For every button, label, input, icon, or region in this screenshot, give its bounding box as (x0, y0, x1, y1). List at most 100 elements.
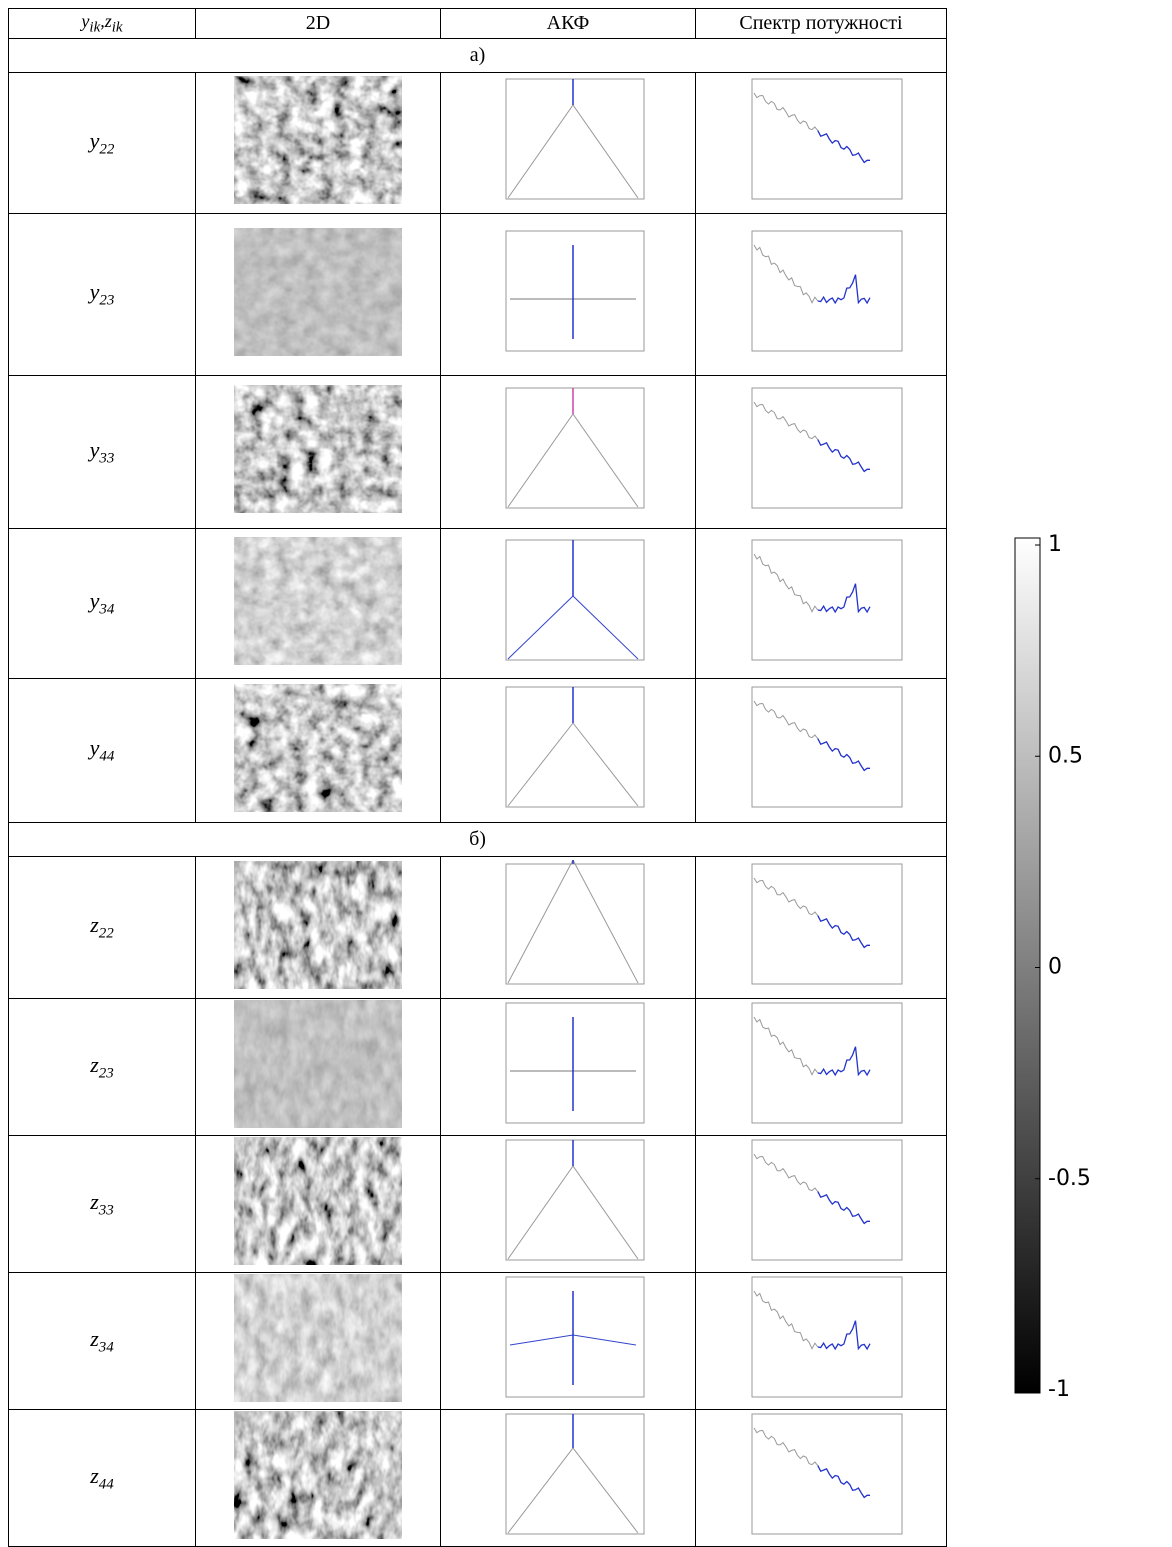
acf-plot (505, 1413, 645, 1535)
row-label: y33 (8, 375, 196, 529)
image-cell (195, 678, 441, 823)
symbol: y (89, 436, 100, 462)
colorbar-tick-label: 1 (1048, 532, 1062, 557)
data-row: y33 (8, 375, 947, 529)
data-row: z44 (8, 1409, 947, 1547)
data-row: z23 (8, 998, 947, 1136)
subscript: 22 (99, 141, 115, 158)
texture (234, 1000, 402, 1128)
section-row: б) (8, 822, 947, 857)
image-cell (195, 213, 441, 376)
spectrum-line (817, 737, 870, 771)
spectrum-line (753, 1153, 819, 1192)
plot-frame (505, 1276, 645, 1398)
spectrum-cell (695, 1272, 947, 1410)
spectrum-line (753, 1290, 819, 1350)
texture-image (234, 1411, 402, 1539)
plot-frame (751, 1276, 903, 1398)
subscript: ik (89, 19, 101, 36)
texture (234, 385, 402, 513)
acf-plot (505, 387, 645, 509)
acf-plot (505, 686, 645, 807)
subscript: ik (111, 19, 123, 36)
acf-plot (505, 1002, 645, 1124)
spectrum-line (817, 1046, 871, 1077)
texture (234, 860, 402, 989)
texture (234, 1137, 402, 1265)
texture-image (234, 1000, 402, 1128)
symbol: z (90, 1051, 99, 1077)
image-cell (195, 998, 441, 1136)
plot-frame (751, 78, 903, 200)
texture-image (234, 1274, 402, 1402)
image-cell (195, 1272, 441, 1410)
spectrum-line (753, 700, 819, 739)
plot-frame (751, 686, 903, 807)
spectrum-cell (695, 678, 947, 823)
spectrum-plot (751, 1139, 903, 1261)
plot-frame (505, 863, 645, 984)
texture-image (234, 860, 402, 989)
spectrum-line (753, 92, 819, 131)
image-cell (195, 1409, 441, 1547)
spectrum-cell (695, 1409, 947, 1547)
data-row: y23 (8, 213, 947, 376)
spectrum-line (817, 273, 871, 304)
subscript: 44 (98, 1476, 114, 1493)
spectrum-cell (695, 528, 947, 679)
acf-plot (505, 230, 645, 351)
section-label: а) (8, 38, 947, 73)
acf-cell (440, 72, 696, 214)
acf-cell (440, 375, 696, 529)
image-cell (195, 856, 441, 999)
spectrum-line (817, 130, 870, 164)
plot-frame (505, 539, 645, 660)
row-label: y34 (8, 528, 196, 679)
symbol: z (90, 1188, 99, 1214)
plot-frame (751, 863, 903, 984)
colorbar-tick-label: 0.5 (1048, 743, 1083, 768)
spectrum-plot (751, 78, 903, 200)
plot-frame (505, 230, 645, 351)
data-row: z34 (8, 1272, 947, 1410)
acf-cell (440, 528, 696, 679)
texture-image (234, 536, 402, 665)
header-cell: yik,zik (8, 8, 196, 39)
spectrum-plot (751, 387, 903, 509)
symbol: y (89, 127, 100, 153)
spectrum-cell (695, 856, 947, 999)
acf-plot (505, 539, 645, 660)
texture (234, 683, 402, 812)
subscript: 33 (98, 1202, 114, 1219)
spectrum-plot (751, 686, 903, 807)
subscript: 23 (99, 292, 115, 309)
plot-frame (505, 1002, 645, 1124)
row-label: y44 (8, 678, 196, 823)
texture-image (234, 76, 402, 204)
header-cell: 2D (195, 8, 441, 39)
spectrum-line (753, 1427, 819, 1466)
row-label: y22 (8, 72, 196, 214)
colorbar-gradient (1014, 537, 1041, 1394)
plot-frame (751, 1139, 903, 1261)
subscript: 33 (99, 450, 115, 467)
texture-image (234, 227, 402, 356)
image-cell (195, 375, 441, 529)
texture (234, 536, 402, 665)
spectrum-line (817, 914, 870, 948)
spectrum-line (817, 1465, 870, 1499)
spectrum-cell (695, 72, 947, 214)
spectrum-line (817, 1320, 871, 1351)
symbol: z (90, 1462, 99, 1488)
colorbar-tick-label: -1 (1048, 1377, 1070, 1402)
texture (234, 1411, 402, 1539)
plot-frame (751, 230, 903, 351)
spectrum-plot (751, 1413, 903, 1535)
header-cell: Спектр потужності (695, 8, 947, 39)
acf-cell (440, 213, 696, 376)
plot-frame (505, 1413, 645, 1535)
spectrum-line (817, 439, 870, 473)
spectrum-plot (751, 1002, 903, 1124)
texture-image (234, 1137, 402, 1265)
